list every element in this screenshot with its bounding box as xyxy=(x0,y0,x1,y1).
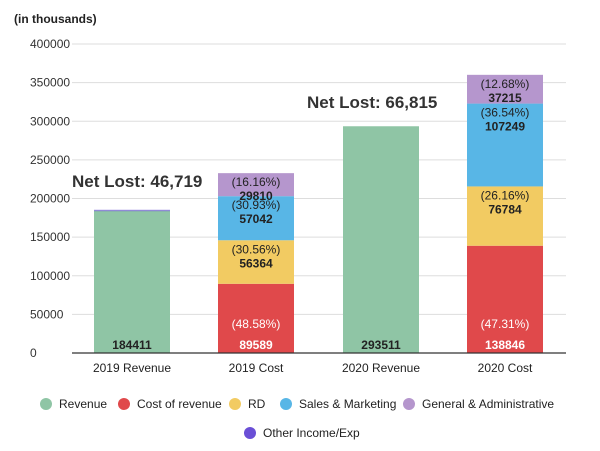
data-label: 56364 xyxy=(239,256,273,270)
legend-swatch-sales-marketing xyxy=(280,398,292,410)
data-label-percent: (26.16%) xyxy=(481,188,530,202)
y-tick-label: 400000 xyxy=(30,37,70,51)
y-tick-label: 150000 xyxy=(30,230,70,244)
legend-label-revenue: Revenue xyxy=(59,397,107,411)
x-tick-label: 2019 Cost xyxy=(229,361,284,375)
data-labels: 184411 (48.58%) 89589 (30.56%)56364 (30.93%)… xyxy=(72,77,529,352)
bar-general-administrative xyxy=(218,173,294,197)
legend-label-rd: RD xyxy=(248,397,266,411)
data-label: 293511 xyxy=(361,338,401,352)
data-label: 29810 xyxy=(239,189,273,203)
x-tick-label: 2020 Revenue xyxy=(342,361,420,375)
data-label: 76784 xyxy=(488,202,522,216)
data-label-percent: (36.54%) xyxy=(481,106,530,120)
data-label: 57042 xyxy=(239,212,273,226)
legend-swatch-revenue xyxy=(40,398,52,410)
legend-swatch-general-administrative xyxy=(403,398,415,410)
data-label: 107249 xyxy=(485,120,525,134)
bar-sales-marketing xyxy=(467,103,543,187)
bar-cost-of-revenue xyxy=(467,245,543,353)
axes: (in thousands) 0 50000 100000 150000 200000 25… xyxy=(14,12,566,375)
legend-label-other-income-exp: Other Income/Exp xyxy=(263,426,360,440)
bar-revenue xyxy=(94,210,170,353)
legend-swatch-other-income-exp xyxy=(244,427,256,439)
data-label-percent: (16.16%) xyxy=(232,175,281,189)
annotation-net-lost: Net Lost: 46,719 xyxy=(72,172,202,191)
y-axis-unit-label: (in thousands) xyxy=(14,12,97,26)
bar-rd xyxy=(467,186,543,246)
data-label-percent: (48.58%) xyxy=(232,317,281,331)
bar-segments xyxy=(94,74,543,353)
bar-general-administrative xyxy=(467,74,543,104)
y-tick-label: 200000 xyxy=(30,192,70,206)
data-label: 89589 xyxy=(239,338,273,352)
legend-label-general-administrative: General & Administrative xyxy=(422,397,554,411)
data-label: 138846 xyxy=(485,338,525,352)
y-tick-label: 50000 xyxy=(30,307,64,321)
legend-swatch-cost-of-revenue xyxy=(118,398,130,410)
y-tick-label: 300000 xyxy=(30,114,70,128)
x-tick-label: 2019 Revenue xyxy=(93,361,171,375)
y-tick-label: 350000 xyxy=(30,76,70,90)
bar-revenue xyxy=(343,126,419,353)
bar-rd xyxy=(218,240,294,284)
bar-cost-of-revenue xyxy=(218,283,294,353)
data-label-percent: (12.68%) xyxy=(481,77,530,91)
data-label-percent: (47.31%) xyxy=(481,317,530,331)
x-tick-label: 2020 Cost xyxy=(478,361,533,375)
data-label-percent: (30.56%) xyxy=(232,242,281,256)
legend-swatch-rd xyxy=(229,398,241,410)
y-tick-label: 250000 xyxy=(30,153,70,167)
y-tick-label: 0 xyxy=(30,346,37,360)
legend: Revenue Cost of revenue RD Sales & Marketin… xyxy=(40,397,554,440)
data-label-percent: (30.93%) xyxy=(232,198,281,212)
bar-sales-marketing xyxy=(218,196,294,241)
annotation-net-lost: Net Lost: 66,815 xyxy=(307,93,437,112)
y-tick-label: 100000 xyxy=(30,269,70,283)
data-label: 184411 xyxy=(112,338,152,352)
legend-label-sales-marketing: Sales & Marketing xyxy=(299,397,396,411)
legend-label-cost-of-revenue: Cost of revenue xyxy=(137,397,222,411)
data-label: 37215 xyxy=(488,91,522,105)
